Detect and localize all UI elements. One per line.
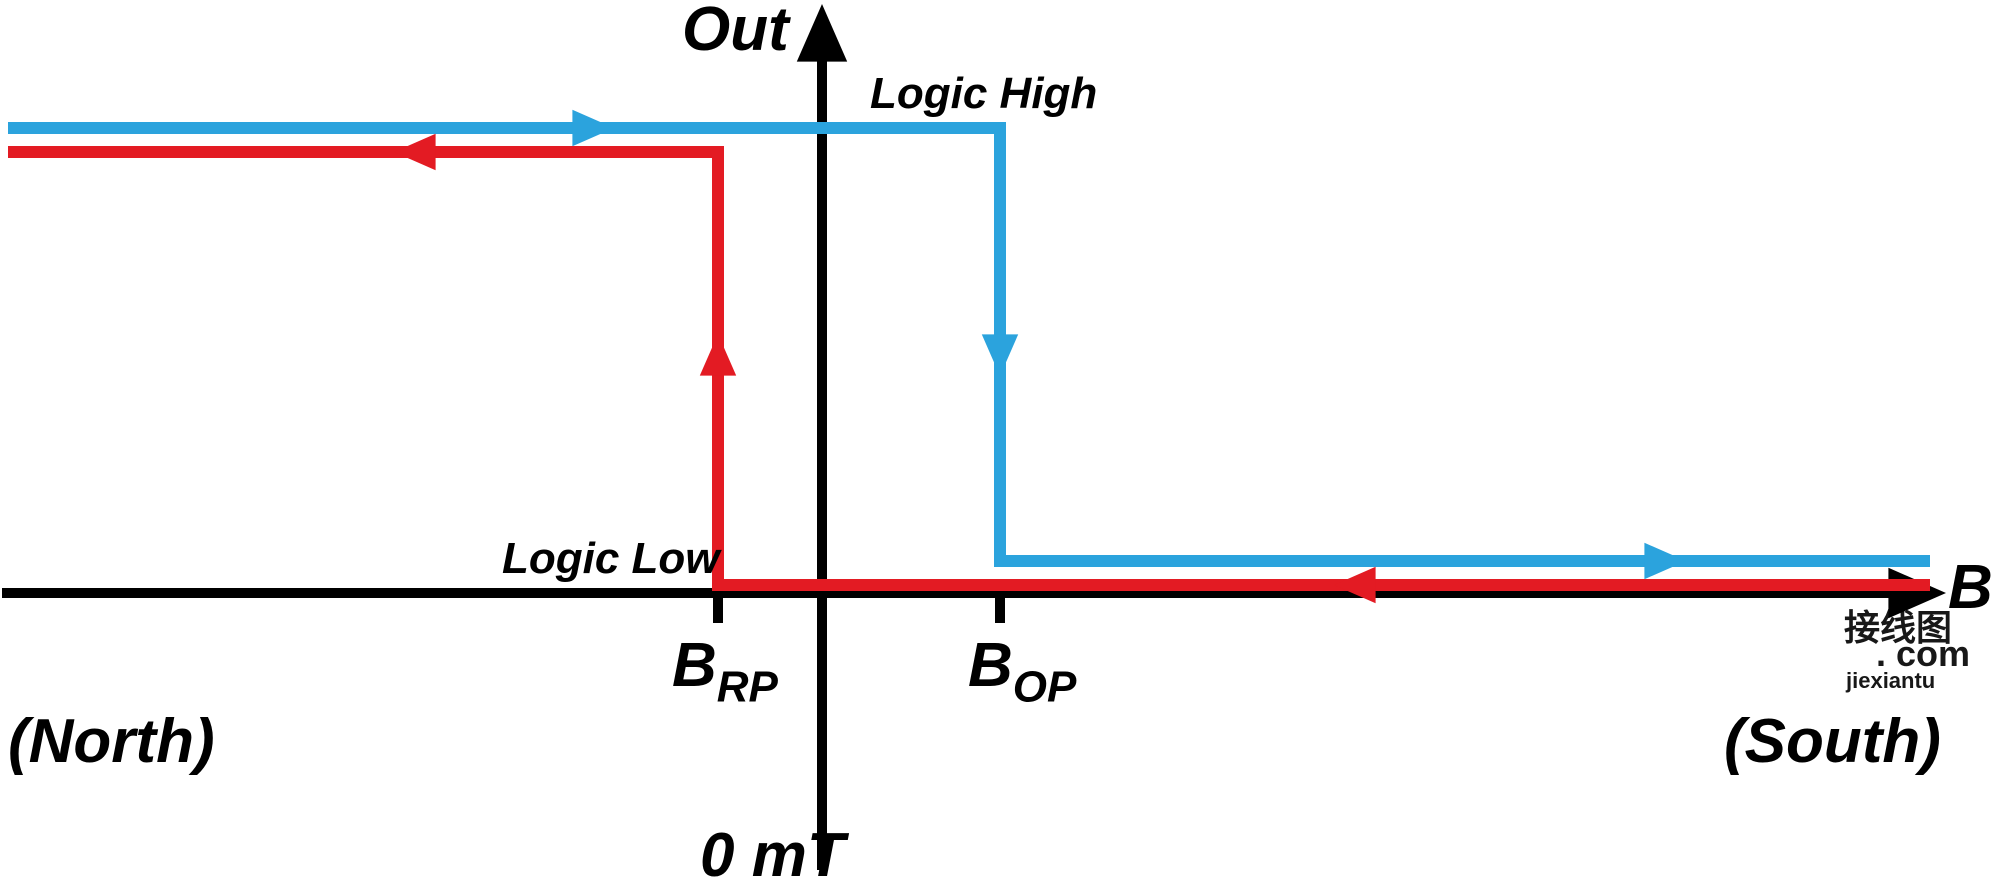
trace-decreasing-arrow-2 — [394, 134, 436, 170]
trace-increasing-arrow-1 — [982, 334, 1018, 376]
label-north: (North) — [8, 707, 215, 776]
label-zero: 0 mT — [700, 821, 850, 884]
trace-increasing-arrow-0 — [572, 110, 614, 146]
trace-decreasing-arrow-1 — [700, 334, 736, 376]
label-logic_low: Logic Low — [502, 534, 722, 583]
watermark-sub: jiexiantu — [1845, 668, 1935, 693]
trace-decreasing — [8, 152, 1930, 585]
watermark: 接线图.comjiexiantu — [1844, 607, 1970, 693]
label-south: (South) — [1724, 707, 1941, 776]
trace-increasing-arrow-2 — [1644, 543, 1686, 579]
label-bop: BOP — [968, 631, 1077, 711]
label-brp: BRP — [672, 631, 779, 711]
y-axis-arrow — [797, 4, 847, 62]
label-logic_high: Logic High — [870, 69, 1097, 118]
hysteresis-diagram: Out Logic High Logic Low B (North) (South) 0 m… — [0, 0, 1999, 884]
trace-increasing — [8, 128, 1930, 561]
label-B: B — [1948, 553, 1993, 622]
label-out: Out — [682, 0, 791, 64]
